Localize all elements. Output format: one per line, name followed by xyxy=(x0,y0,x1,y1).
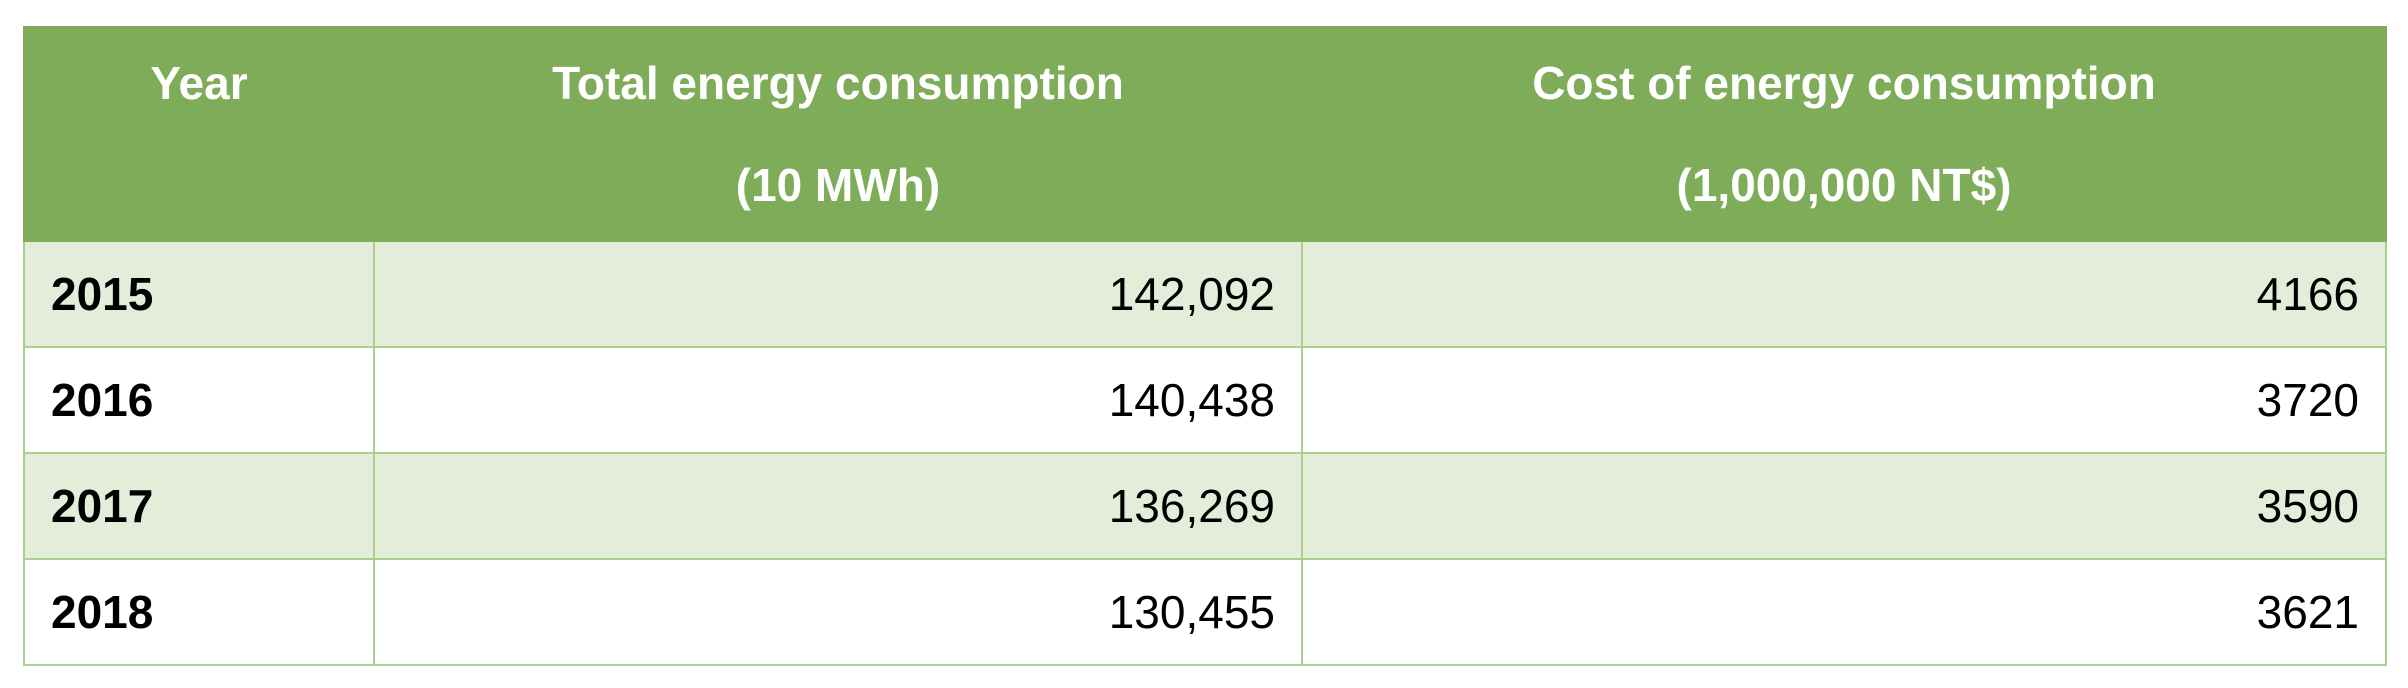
header-energy-cost-label: Cost of energy consumption xyxy=(1532,57,2156,109)
table-row: 2015 142,092 4166 xyxy=(23,240,2387,348)
header-row: Year Total energy consumption (10 MWh) C… xyxy=(23,26,2387,242)
table-row: 2016 140,438 3720 xyxy=(23,346,2387,454)
header-total-energy-label: Total energy consumption xyxy=(552,57,1124,109)
year-cell: 2017 xyxy=(23,452,375,560)
total-energy-cell: 140,438 xyxy=(373,346,1303,454)
table-row: 2017 136,269 3590 xyxy=(23,452,2387,560)
total-energy-cell: 136,269 xyxy=(373,452,1303,560)
header-total-energy-unit: (10 MWh) xyxy=(735,159,941,211)
energy-cost-cell: 3621 xyxy=(1301,558,2387,666)
energy-cost-cell: 3590 xyxy=(1301,452,2387,560)
table-row: 2018 130,455 3621 xyxy=(23,558,2387,666)
year-cell: 2015 xyxy=(23,240,375,348)
header-energy-cost-unit: (1,000,000 NT$) xyxy=(1676,159,2012,211)
energy-consumption-table: Year Total energy consumption (10 MWh) C… xyxy=(23,26,2387,666)
total-energy-cell: 130,455 xyxy=(373,558,1303,666)
table-header: Year Total energy consumption (10 MWh) C… xyxy=(23,26,2387,242)
energy-cost-cell: 3720 xyxy=(1301,346,2387,454)
energy-consumption-table-container: Year Total energy consumption (10 MWh) C… xyxy=(23,26,2387,666)
table-body: 2015 142,092 4166 2016 140,438 3720 2017… xyxy=(23,240,2387,666)
year-cell: 2016 xyxy=(23,346,375,454)
header-year-label: Year xyxy=(150,57,248,109)
header-year: Year xyxy=(23,26,375,242)
header-energy-cost: Cost of energy consumption (1,000,000 NT… xyxy=(1301,26,2387,242)
header-total-energy: Total energy consumption (10 MWh) xyxy=(373,26,1303,242)
total-energy-cell: 142,092 xyxy=(373,240,1303,348)
energy-cost-cell: 4166 xyxy=(1301,240,2387,348)
year-cell: 2018 xyxy=(23,558,375,666)
